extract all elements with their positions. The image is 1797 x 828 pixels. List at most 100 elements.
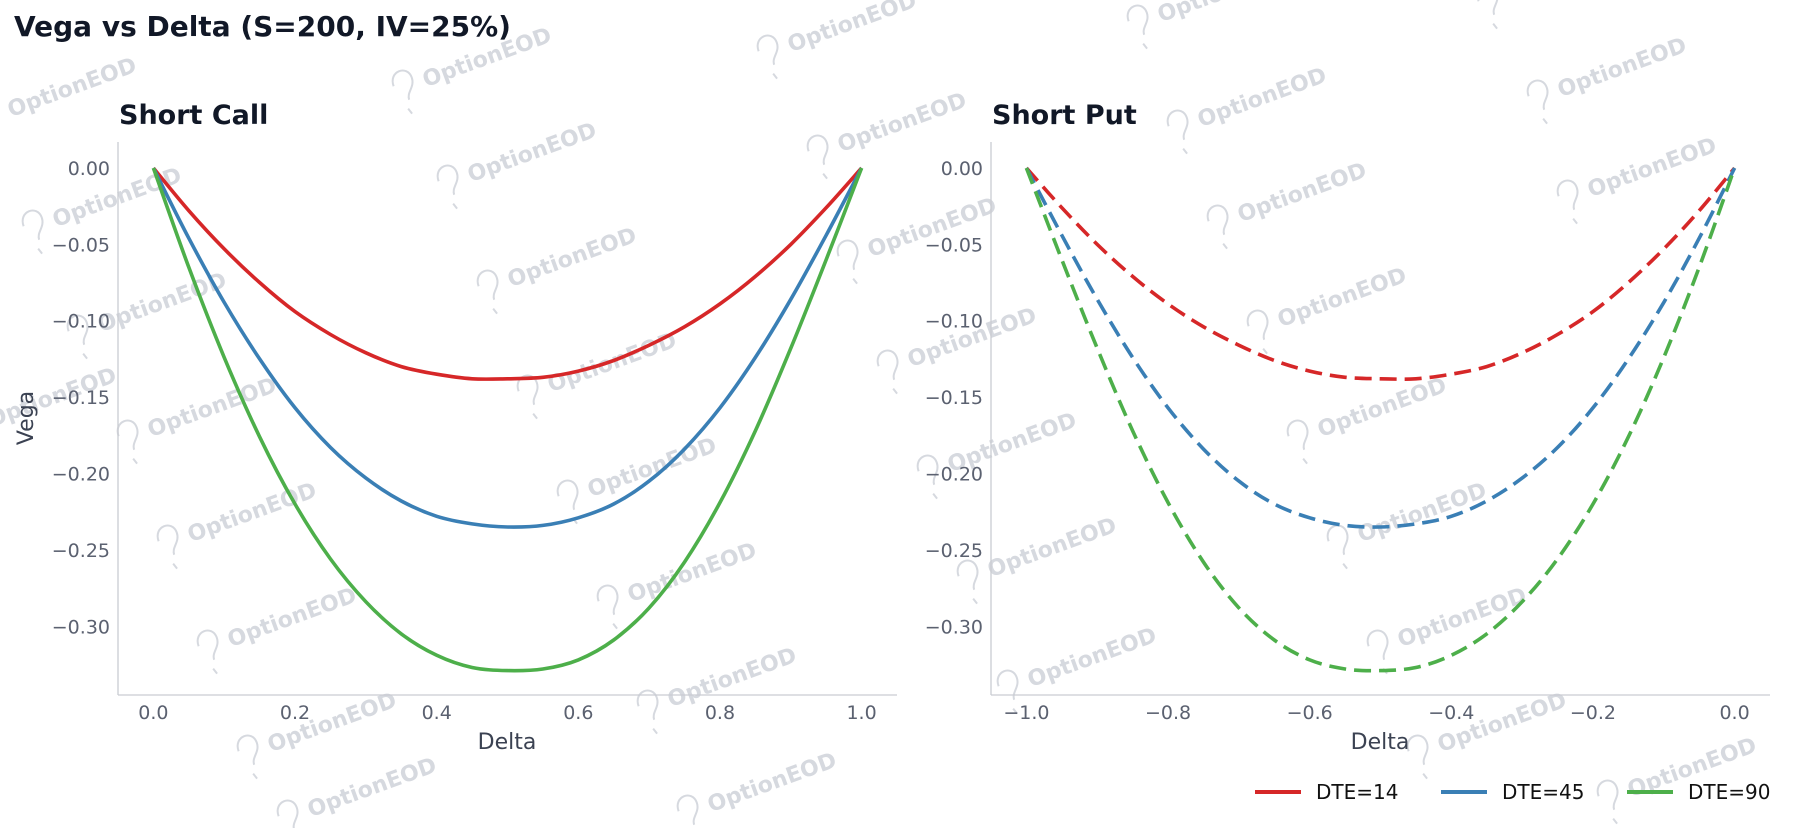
- watermark-text: OptionEOD: [1194, 63, 1330, 133]
- watermark: OptionEOD: [1556, 133, 1720, 225]
- legend-item-dte-45: DTE=45: [1441, 780, 1584, 804]
- watermark-text: OptionEOD: [584, 433, 720, 503]
- watermark-text: OptionEOD: [1504, 0, 1640, 8]
- watermark-text: OptionEOD: [1354, 478, 1490, 548]
- x-tick-label: 0.8: [705, 702, 735, 724]
- watermark-logo-icon: [1126, 4, 1149, 50]
- watermark-logo-icon: [1166, 109, 1189, 155]
- watermark-text: OptionEOD: [704, 748, 840, 818]
- y-tick-labels: 0.00 −0.05 −0.10 −0.15 −0.20 −0.25 −0.30: [52, 158, 110, 638]
- watermark-logo-icon: [996, 669, 1019, 715]
- watermark: OptionEOD: [916, 408, 1080, 500]
- watermark: OptionEOD: [4, 53, 140, 123]
- y-tick-label: 0.00: [941, 158, 983, 180]
- watermark-logo-icon: [756, 34, 779, 80]
- x-tick-labels: −1.0 −0.8 −0.6 −0.4 −0.2 0.0: [1003, 702, 1749, 724]
- watermark-text: OptionEOD: [784, 0, 920, 58]
- watermark-text: OptionEOD: [1274, 263, 1410, 333]
- watermark-text: OptionEOD: [1024, 623, 1160, 693]
- watermark: OptionEOD: [1286, 373, 1450, 465]
- watermark-text: OptionEOD: [144, 373, 280, 443]
- watermark-logo-icon: [21, 209, 44, 255]
- legend-item-dte-14: DTE=14: [1255, 780, 1398, 804]
- x-axis-label: Delta: [1351, 730, 1410, 755]
- y-tick-label: −0.30: [52, 616, 110, 638]
- y-tick-label: −0.05: [925, 234, 983, 256]
- watermark-text: OptionEOD: [1394, 583, 1530, 653]
- watermark: OptionEOD: [1596, 733, 1760, 825]
- x-tick-label: −0.8: [1145, 702, 1191, 724]
- watermark: OptionEOD: [556, 433, 720, 525]
- watermark: OptionEOD: [436, 118, 600, 210]
- watermark: OptionEOD: [116, 373, 280, 465]
- watermark-logo-icon: [806, 134, 829, 180]
- watermark-text: OptionEOD: [984, 513, 1120, 583]
- x-tick-label: 0.0: [1719, 702, 1749, 724]
- watermark: OptionEOD: [196, 583, 360, 675]
- watermark: OptionEOD: [1406, 688, 1570, 780]
- x-tick-label: 0.2: [280, 702, 310, 724]
- watermark-logo-icon: [1326, 524, 1349, 570]
- series-line-dte-45: [151, 167, 864, 529]
- watermark-text: OptionEOD: [834, 88, 970, 158]
- chart-title: Vega vs Delta (S=200, IV=25%): [14, 10, 511, 43]
- watermark-logo-icon: [436, 164, 459, 210]
- watermark-logo-icon: [391, 69, 414, 115]
- watermark: OptionEOD: [236, 688, 400, 780]
- watermark: OptionEOD: [1206, 158, 1370, 250]
- watermark-logo-icon: [1556, 179, 1579, 225]
- watermark-text: OptionEOD: [504, 223, 640, 293]
- series-lines: [151, 166, 864, 673]
- watermark: OptionEOD: [276, 753, 440, 828]
- watermark-logo-icon: [596, 584, 619, 630]
- series-lines: [1024, 166, 1737, 673]
- y-tick-label: −0.25: [925, 540, 983, 562]
- watermark-text: OptionEOD: [1234, 158, 1370, 228]
- watermark: OptionEOD: [156, 478, 320, 570]
- legend-label: DTE=14: [1316, 780, 1398, 804]
- legend-label: DTE=45: [1502, 780, 1584, 804]
- x-tick-label: −0.2: [1570, 702, 1616, 724]
- panel-short-put: Short Put 0.00 −0.05 −0.10 −0.15 −0.20 −0.25 −…: [925, 100, 1770, 755]
- y-axis-label: Vega: [14, 391, 39, 445]
- x-tick-labels: 0.0 0.2 0.4 0.6 0.8 1.0: [138, 702, 876, 724]
- watermark: OptionEOD: [1526, 33, 1690, 125]
- watermark: OptionEOD: [1476, 0, 1640, 30]
- watermark-logo-icon: [1596, 779, 1619, 825]
- watermark-logo-icon: [956, 559, 979, 605]
- legend: DTE=14 DTE=45 DTE=90: [1255, 780, 1770, 804]
- series-line-dte-14: [152, 166, 863, 381]
- watermark: OptionEOD: [1126, 0, 1290, 50]
- watermark: OptionEOD: [756, 0, 920, 80]
- watermark-logo-icon: [1476, 0, 1499, 30]
- y-tick-label: −0.20: [925, 463, 983, 485]
- x-tick-label: 0.0: [138, 702, 168, 724]
- watermark-logo-icon: [276, 799, 299, 828]
- watermark-text: OptionEOD: [1584, 133, 1720, 203]
- panel-title-short-call: Short Call: [119, 100, 268, 131]
- y-tick-label: −0.25: [52, 540, 110, 562]
- x-tick-label: −0.4: [1428, 702, 1474, 724]
- watermark: OptionEOD: [1246, 263, 1410, 355]
- watermark-logo-icon: [516, 374, 539, 420]
- watermark: OptionEOD: [1326, 478, 1490, 570]
- series-line-dte-14: [1025, 166, 1736, 381]
- y-tick-label: −0.15: [52, 387, 110, 409]
- watermark-logo-icon: [676, 794, 699, 828]
- watermark: OptionEOD: [1366, 583, 1530, 675]
- x-tick-label: −0.6: [1287, 702, 1333, 724]
- watermark-logo-icon: [876, 349, 899, 395]
- x-axis-label: Delta: [478, 730, 537, 755]
- y-tick-label: −0.15: [925, 387, 983, 409]
- watermark-text: OptionEOD: [1554, 33, 1690, 103]
- x-tick-label: 0.6: [563, 702, 593, 724]
- watermark-logo-icon: [1206, 204, 1229, 250]
- watermark: OptionEOD: [516, 328, 680, 420]
- watermark-logo-icon: [156, 524, 179, 570]
- watermark-logo-icon: [116, 419, 139, 465]
- x-tick-label: −1.0: [1003, 702, 1049, 724]
- watermark-logo-icon: [1526, 79, 1549, 125]
- watermark-text: OptionEOD: [1314, 373, 1450, 443]
- watermark: OptionEOD: [476, 223, 640, 315]
